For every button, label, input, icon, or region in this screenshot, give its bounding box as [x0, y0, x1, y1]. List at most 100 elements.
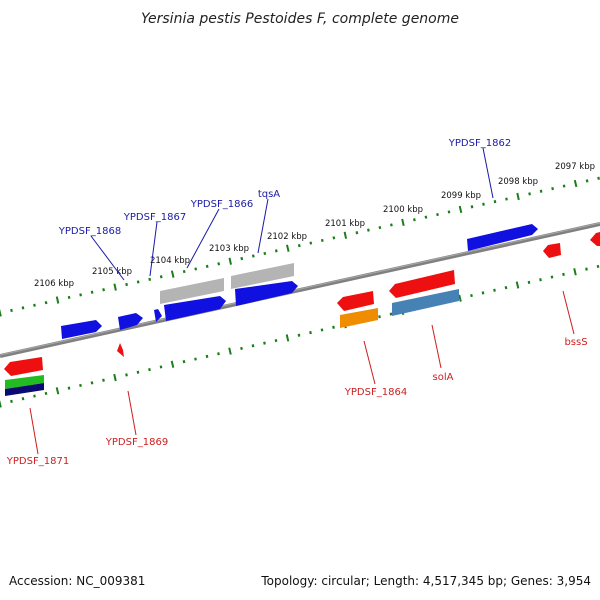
- scale-label: 2102 kbp: [267, 232, 307, 242]
- minor-tick: [136, 370, 140, 374]
- gene-arrow[interactable]: [117, 343, 124, 357]
- minor-tick: [10, 308, 13, 313]
- map-title: Yersinia pestis Pestoides F, complete ge…: [141, 11, 459, 27]
- gene-box[interactable]: [160, 278, 224, 304]
- minor-tick: [470, 293, 473, 298]
- gene-arrow[interactable]: [467, 224, 538, 251]
- genome-backbone: [0, 222, 600, 358]
- minor-tick: [505, 197, 508, 201]
- minor-tick: [493, 200, 497, 204]
- gene-label-ypdsf-1866[interactable]: YPDSF_1866: [190, 199, 253, 210]
- minor-tick: [332, 236, 336, 240]
- leader-line: [90, 235, 125, 281]
- scale-label: 2103 kbp: [209, 244, 249, 254]
- leader-line: [562, 290, 575, 335]
- reverse-leader-lines: [29, 290, 575, 455]
- minor-tick: [550, 275, 554, 279]
- minor-tick: [251, 344, 255, 348]
- gene-label-ypdsf-1867[interactable]: YPDSF_1867: [123, 212, 186, 223]
- genome-backbone-highlight: [0, 222, 600, 356]
- minor-tick: [263, 341, 266, 345]
- minor-tick: [504, 286, 508, 290]
- major-tick: [343, 231, 348, 239]
- scale-label: 2098 kbp: [498, 177, 538, 187]
- gene-arrow[interactable]: [61, 320, 102, 339]
- major-tick: [286, 244, 290, 252]
- major-tick: [573, 268, 577, 276]
- leader-line: [29, 407, 39, 455]
- minor-tick: [332, 325, 335, 329]
- minor-tick: [470, 205, 474, 209]
- major-tick: [285, 334, 290, 342]
- major-tick: [516, 192, 520, 201]
- gene-label-bsss[interactable]: bssS: [564, 337, 587, 348]
- scale-label: 2100 kbp: [383, 205, 423, 215]
- leader-line: [363, 340, 376, 385]
- minor-tick: [274, 249, 278, 253]
- gene-box[interactable]: [5, 383, 44, 396]
- minor-tick: [10, 399, 13, 403]
- leader-line: [127, 390, 137, 436]
- minor-tick: [182, 269, 186, 274]
- reverse-gene-labels: YPDSF_1871 YPDSF_1869 YPDSF_1864 solA bs…: [6, 337, 588, 467]
- major-tick: [55, 296, 60, 304]
- minor-tick: [67, 386, 71, 390]
- gene-label-ypdsf-1868[interactable]: YPDSF_1868: [58, 226, 121, 237]
- scale-label: 2106 kbp: [34, 279, 74, 289]
- gene-label-ypdsf-1864[interactable]: YPDSF_1864: [344, 387, 407, 398]
- minor-tick: [90, 290, 94, 294]
- gene-arrow[interactable]: [543, 243, 561, 258]
- upper-tick-row: [0, 176, 600, 317]
- gene-label-sola[interactable]: solA: [433, 372, 454, 383]
- gene-arrow[interactable]: [164, 296, 226, 321]
- minor-tick: [309, 241, 313, 245]
- forward-genes: [61, 224, 538, 339]
- gene-label-tqsa[interactable]: tqsA: [258, 189, 280, 200]
- major-tick: [228, 257, 232, 265]
- gene-arrow[interactable]: [337, 291, 374, 311]
- minor-tick: [320, 238, 324, 243]
- scale-label: 2099 kbp: [441, 191, 481, 201]
- gene-arrow[interactable]: [389, 270, 455, 298]
- gene-box[interactable]: [5, 375, 44, 389]
- minor-tick: [205, 264, 209, 268]
- gene-box[interactable]: [340, 308, 378, 328]
- minor-tick: [90, 381, 94, 385]
- minor-tick: [539, 278, 542, 282]
- minor-tick: [551, 187, 554, 191]
- minor-tick: [21, 397, 25, 401]
- gene-label-ypdsf-1869[interactable]: YPDSF_1869: [105, 437, 168, 448]
- gene-arrow[interactable]: [118, 313, 143, 330]
- minor-tick: [436, 212, 439, 217]
- major-tick: [515, 281, 520, 289]
- minor-tick: [44, 391, 48, 396]
- minor-tick: [102, 378, 105, 382]
- minor-tick: [67, 295, 71, 300]
- gene-arrow[interactable]: [154, 309, 162, 322]
- major-tick: [573, 179, 578, 188]
- major-tick: [170, 360, 175, 368]
- gene-arrow[interactable]: [4, 357, 43, 376]
- minor-tick: [539, 189, 543, 193]
- minor-tick: [182, 360, 186, 364]
- leader-line: [257, 198, 269, 254]
- gene-arrow[interactable]: [590, 232, 600, 246]
- minor-tick: [79, 293, 82, 297]
- minor-tick: [240, 256, 244, 261]
- minor-tick: [159, 275, 163, 279]
- minor-tick: [79, 383, 82, 388]
- minor-tick: [217, 352, 220, 356]
- gene-label-ypdsf-1862[interactable]: YPDSF_1862: [448, 138, 511, 149]
- minor-tick: [527, 280, 531, 284]
- gene-box[interactable]: [231, 263, 294, 289]
- minor-tick: [194, 267, 198, 271]
- gene-arrow[interactable]: [235, 281, 298, 306]
- gene-label-ypdsf-1871[interactable]: YPDSF_1871: [6, 456, 69, 467]
- minor-tick: [263, 251, 267, 256]
- gene-box[interactable]: [392, 289, 459, 316]
- major-tick: [228, 347, 232, 355]
- topology-text: Topology: circular; Length: 4,517,345 bp…: [261, 574, 591, 588]
- major-tick: [55, 387, 60, 395]
- minor-tick: [297, 333, 301, 337]
